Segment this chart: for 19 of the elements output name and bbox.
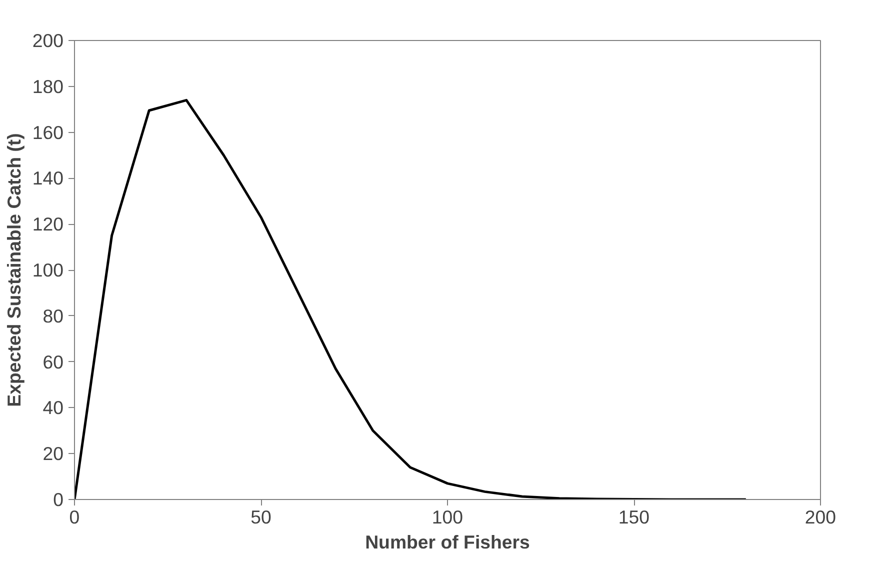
- x-tick-label: 50: [250, 506, 272, 528]
- x-tick-label: 100: [432, 506, 464, 528]
- x-axis-title: Number of Fishers: [365, 532, 530, 552]
- y-axis-title: Expected Sustainable Catch (t): [3, 133, 24, 407]
- x-tick-label: 0: [69, 506, 80, 528]
- line-series: [74, 98, 748, 500]
- x-tick-label: 150: [618, 506, 650, 528]
- y-tick-label: 200: [32, 30, 64, 51]
- x-tick-label: 200: [804, 506, 836, 528]
- y-tick-label: 40: [42, 397, 64, 418]
- y-tick-label: 100: [32, 260, 64, 280]
- y-tick-label: 140: [32, 168, 64, 189]
- y-tick-label: 60: [42, 351, 64, 372]
- y-tick-label: 80: [42, 305, 64, 326]
- y-tick-label: 180: [32, 76, 64, 97]
- y-tick-label: 160: [32, 122, 64, 143]
- y-tick-label: 0: [53, 489, 64, 510]
- y-tick-label: 20: [42, 443, 64, 464]
- y-tick-label: 120: [32, 214, 64, 235]
